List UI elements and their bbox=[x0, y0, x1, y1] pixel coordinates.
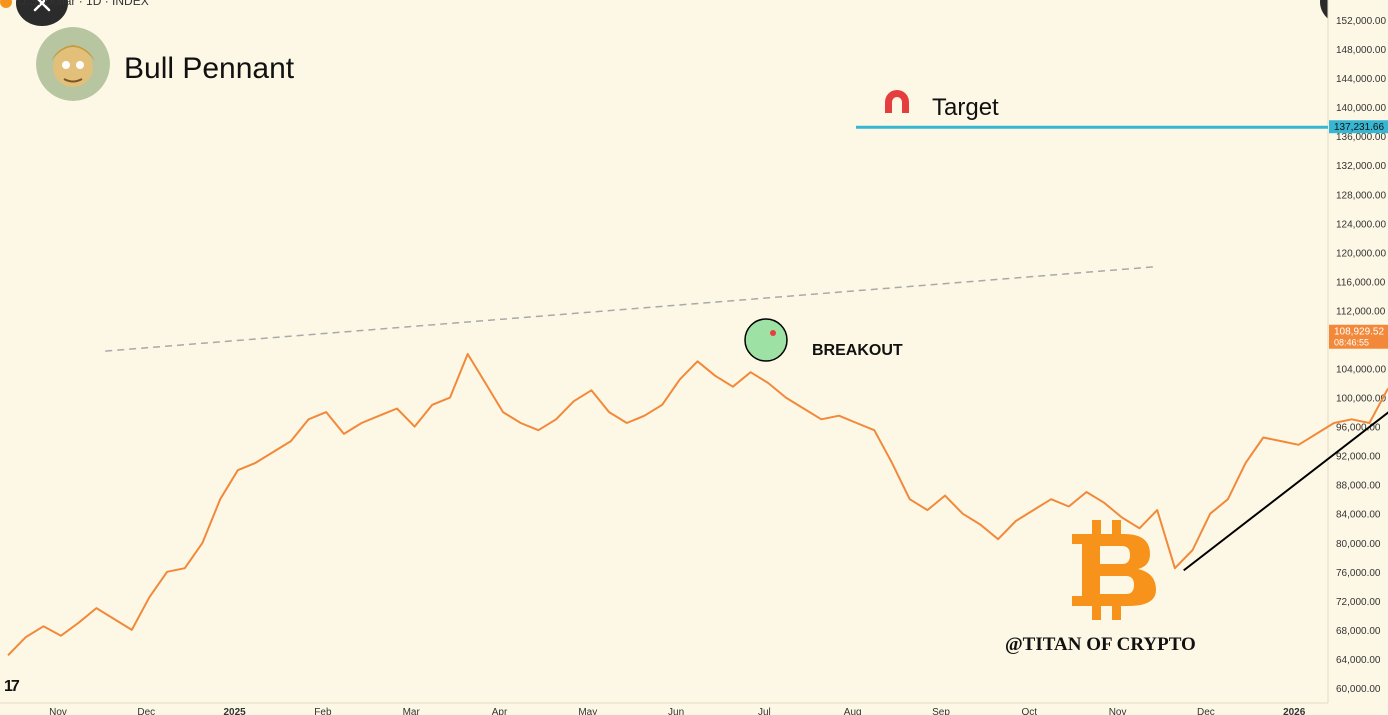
x-tick-label: Feb bbox=[314, 707, 332, 715]
y-tick-label: 68,000.00 bbox=[1336, 626, 1381, 637]
y-tick-label: 84,000.00 bbox=[1336, 510, 1381, 521]
y-tick-label: 140,000.00 bbox=[1336, 103, 1386, 114]
y-tick-label: 100,000.00 bbox=[1336, 394, 1386, 405]
symbol-text: U.S. Dollar · 1D · INDEX bbox=[17, 0, 149, 8]
x-axis: Nov Dec 2025 Feb Mar Apr May Jun Jul Aug Sep Oct Nov… bbox=[0, 702, 1328, 715]
price-line bbox=[7, 353, 1388, 656]
breakout-dot bbox=[770, 330, 776, 336]
chart-title: Bull Pennant bbox=[124, 52, 295, 85]
x-tick-label: 2026 bbox=[1283, 707, 1306, 715]
x-tick-label: 2025 bbox=[223, 707, 246, 715]
tradingview-logo: 17 bbox=[4, 678, 20, 695]
y-tick-label: 124,000.00 bbox=[1336, 219, 1386, 230]
close-icon bbox=[33, 0, 51, 12]
watermark-text: @TITAN OF CRYPTO bbox=[1005, 634, 1196, 655]
x-tick-label: Nov bbox=[1109, 707, 1127, 715]
y-tick-label: 120,000.00 bbox=[1336, 248, 1386, 259]
y-axis-bg bbox=[1328, 0, 1388, 715]
y-tick-label: 128,000.00 bbox=[1336, 190, 1386, 201]
x-tick-label: Dec bbox=[1197, 707, 1215, 715]
btc-bar bbox=[1112, 520, 1121, 536]
y-tick-label: 64,000.00 bbox=[1336, 655, 1381, 666]
y-tick-label: 136,000.00 bbox=[1336, 132, 1386, 143]
x-tick-label: Jun bbox=[668, 707, 684, 715]
y-tick-label: 152,000.00 bbox=[1336, 16, 1386, 27]
y-axis: 60,000.00 64,000.00 68,000.00 72,000.00 76,0… bbox=[1327, 0, 1388, 715]
x-tick-label: Nov bbox=[49, 707, 67, 715]
y-tick-label: 60,000.00 bbox=[1336, 684, 1381, 695]
pole-and-upper-line bbox=[1183, 411, 1388, 572]
target-label: Target bbox=[932, 94, 999, 121]
countdown-label: 08:46:55 bbox=[1334, 338, 1369, 348]
y-tick-label: 104,000.00 bbox=[1336, 365, 1386, 376]
magnet-icon bbox=[885, 90, 909, 113]
x-tick-label: May bbox=[578, 707, 597, 715]
y-tick-label: 96,000.00 bbox=[1336, 423, 1381, 434]
resistance-trendline bbox=[105, 266, 1154, 352]
target-price-label: 137,231.66 bbox=[1334, 122, 1384, 133]
magnet-shape bbox=[885, 90, 909, 113]
y-tick-label: 116,000.00 bbox=[1336, 277, 1386, 288]
chart-markers: BREAKOUT Target 137,231.66 108,929.5208:46:… bbox=[744, 90, 1388, 655]
x-tick-label: Jul bbox=[758, 707, 771, 715]
x-tick-label: Apr bbox=[492, 707, 508, 715]
y-tick-label: 92,000.00 bbox=[1336, 452, 1381, 463]
price-series bbox=[7, 353, 1388, 656]
avatar bbox=[36, 27, 110, 101]
x-tick-label: Dec bbox=[137, 707, 155, 715]
symbol-header: U.S. Dollar · 1D · INDEX bbox=[0, 0, 149, 10]
target-price-tag bbox=[1329, 120, 1388, 134]
bitcoin-icon bbox=[1072, 520, 1156, 620]
btc-glyph bbox=[1072, 534, 1156, 606]
y-tick-label: 112,000.00 bbox=[1336, 306, 1386, 317]
y-tick-label: 80,000.00 bbox=[1336, 539, 1381, 550]
y-tick-label: 132,000.00 bbox=[1336, 161, 1386, 172]
y-tick-label: 72,000.00 bbox=[1336, 597, 1381, 608]
btc-bar bbox=[1092, 520, 1101, 536]
breakout-circle bbox=[744, 318, 788, 362]
breakout-label: BREAKOUT bbox=[812, 342, 903, 359]
btc-bar bbox=[1092, 604, 1101, 620]
y-tick-label: 144,000.00 bbox=[1336, 74, 1386, 85]
y-tick-label: 76,000.00 bbox=[1336, 568, 1381, 579]
x-tick-label: Aug bbox=[844, 707, 862, 715]
btc-bar bbox=[1112, 604, 1121, 620]
y-tick-label: 88,000.00 bbox=[1336, 481, 1381, 492]
x-tick-label: Mar bbox=[403, 707, 421, 715]
y-tick-label: 148,000.00 bbox=[1336, 45, 1386, 56]
bitcoin-dot-icon bbox=[0, 0, 12, 8]
x-tick-label: Oct bbox=[1022, 707, 1038, 715]
chart-drawings bbox=[105, 125, 1388, 572]
current-price-label: 108,929.52 bbox=[1334, 327, 1384, 338]
current-price-tag bbox=[1329, 324, 1388, 349]
x-tick-label: Sep bbox=[932, 707, 950, 715]
